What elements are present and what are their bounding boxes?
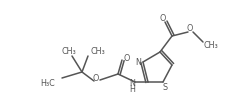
Text: S: S xyxy=(162,83,168,92)
Text: CH₃: CH₃ xyxy=(204,41,218,50)
Text: O: O xyxy=(93,73,99,83)
Text: O: O xyxy=(160,14,166,23)
Text: CH₃: CH₃ xyxy=(62,46,76,56)
Text: H₃C: H₃C xyxy=(41,79,55,87)
Text: N: N xyxy=(129,79,135,87)
Text: CH₃: CH₃ xyxy=(91,46,105,56)
Text: O: O xyxy=(124,54,130,62)
Text: H: H xyxy=(129,84,135,94)
Text: O: O xyxy=(187,24,193,32)
Text: N: N xyxy=(135,57,141,67)
